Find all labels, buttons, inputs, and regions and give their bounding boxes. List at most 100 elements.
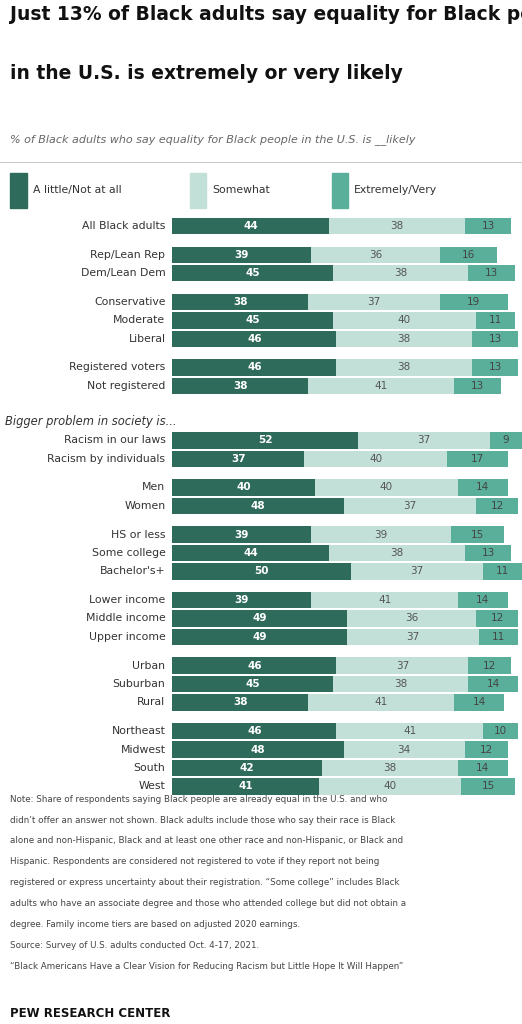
Text: 37: 37: [231, 454, 245, 464]
Text: Men: Men: [143, 482, 165, 493]
Text: Moderate: Moderate: [113, 315, 165, 326]
Text: in the U.S. is extremely or very likely: in the U.S. is extremely or very likely: [10, 63, 404, 83]
Text: 45: 45: [245, 315, 260, 326]
Text: 40: 40: [236, 482, 251, 493]
Text: 46: 46: [247, 334, 262, 344]
Text: 38: 38: [233, 297, 247, 307]
Bar: [472, 359, 518, 376]
Bar: [315, 479, 458, 496]
Text: 38: 38: [398, 362, 411, 373]
Bar: [461, 778, 515, 795]
Bar: [454, 694, 504, 711]
Text: 38: 38: [398, 334, 411, 344]
Text: 42: 42: [240, 763, 255, 773]
Text: 37: 37: [403, 501, 416, 511]
Bar: [358, 432, 490, 449]
Text: 13: 13: [481, 221, 495, 231]
Text: Bachelor's+: Bachelor's+: [100, 566, 165, 577]
Bar: [312, 247, 440, 263]
Text: Racism by individuals: Racism by individuals: [48, 454, 165, 464]
Bar: [172, 498, 343, 514]
Bar: [172, 694, 308, 711]
Bar: [172, 265, 333, 282]
Text: 15: 15: [481, 781, 495, 792]
Bar: [472, 331, 518, 347]
Bar: [450, 526, 504, 543]
Text: 38: 38: [390, 221, 404, 231]
Bar: [304, 451, 447, 467]
Bar: [336, 331, 472, 347]
Text: Urban: Urban: [133, 660, 165, 671]
Text: PEW RESEARCH CENTER: PEW RESEARCH CENTER: [10, 1008, 171, 1020]
Text: 44: 44: [243, 221, 258, 231]
Text: registered or express uncertainty about their registration. “Some college” inclu: registered or express uncertainty about …: [10, 879, 400, 888]
Bar: [483, 723, 518, 739]
Text: Racism in our laws: Racism in our laws: [64, 435, 165, 445]
Text: Somewhat: Somewhat: [212, 184, 270, 195]
Text: 11: 11: [489, 315, 502, 326]
Bar: [465, 218, 511, 234]
Text: 19: 19: [467, 297, 480, 307]
Text: 9: 9: [503, 435, 509, 445]
Text: 13: 13: [481, 548, 495, 558]
Text: Lower income: Lower income: [89, 595, 165, 605]
Text: 52: 52: [258, 435, 272, 445]
Text: 39: 39: [374, 529, 388, 540]
Text: 41: 41: [238, 781, 253, 792]
Text: 37: 37: [396, 660, 409, 671]
Text: 45: 45: [245, 268, 260, 279]
Text: 46: 46: [247, 726, 262, 736]
Text: 37: 37: [410, 566, 423, 577]
Text: 17: 17: [471, 454, 484, 464]
Bar: [172, 378, 308, 394]
Bar: [308, 378, 454, 394]
Bar: [312, 592, 458, 608]
Bar: [333, 265, 468, 282]
Bar: [479, 629, 518, 645]
Bar: [476, 610, 518, 627]
Text: 13: 13: [471, 381, 484, 391]
Text: Just 13% of Black adults say equality for Black people: Just 13% of Black adults say equality fo…: [10, 5, 522, 25]
Text: West: West: [139, 781, 165, 792]
Bar: [172, 723, 336, 739]
Bar: [458, 479, 508, 496]
Bar: [172, 657, 336, 674]
Bar: [172, 760, 322, 776]
Bar: [172, 629, 347, 645]
Text: South: South: [134, 763, 165, 773]
Text: 13: 13: [489, 362, 502, 373]
Bar: [336, 359, 472, 376]
Bar: [172, 592, 312, 608]
Bar: [322, 760, 458, 776]
Bar: [190, 173, 206, 208]
Text: 41: 41: [378, 595, 391, 605]
Text: 14: 14: [476, 595, 489, 605]
Bar: [343, 498, 476, 514]
Bar: [476, 498, 518, 514]
Text: 40: 40: [369, 454, 382, 464]
Text: 48: 48: [251, 744, 265, 755]
Text: 38: 38: [233, 381, 247, 391]
Text: 41: 41: [374, 697, 388, 708]
Text: degree. Family income tiers are based on adjusted 2020 earnings.: degree. Family income tiers are based on…: [10, 921, 301, 929]
Text: alone and non-Hispanic, Black and at least one other race and non-Hispanic, or B: alone and non-Hispanic, Black and at lea…: [10, 837, 404, 846]
Bar: [333, 676, 468, 692]
Bar: [468, 676, 518, 692]
Text: 38: 38: [383, 763, 397, 773]
Text: didn’t offer an answer not shown. Black adults include those who say their race : didn’t offer an answer not shown. Black …: [10, 815, 396, 824]
Text: 34: 34: [398, 744, 411, 755]
Text: 13: 13: [485, 268, 499, 279]
Text: 40: 40: [380, 482, 393, 493]
Text: Middle income: Middle income: [86, 613, 165, 624]
Text: 36: 36: [405, 613, 418, 624]
Bar: [172, 526, 312, 543]
Text: 16: 16: [462, 250, 475, 260]
Bar: [172, 359, 336, 376]
Bar: [10, 173, 27, 208]
Text: Some college: Some college: [91, 548, 165, 558]
Text: 12: 12: [490, 613, 504, 624]
Bar: [333, 312, 476, 329]
Bar: [468, 657, 511, 674]
Bar: [490, 432, 522, 449]
Text: 41: 41: [403, 726, 416, 736]
